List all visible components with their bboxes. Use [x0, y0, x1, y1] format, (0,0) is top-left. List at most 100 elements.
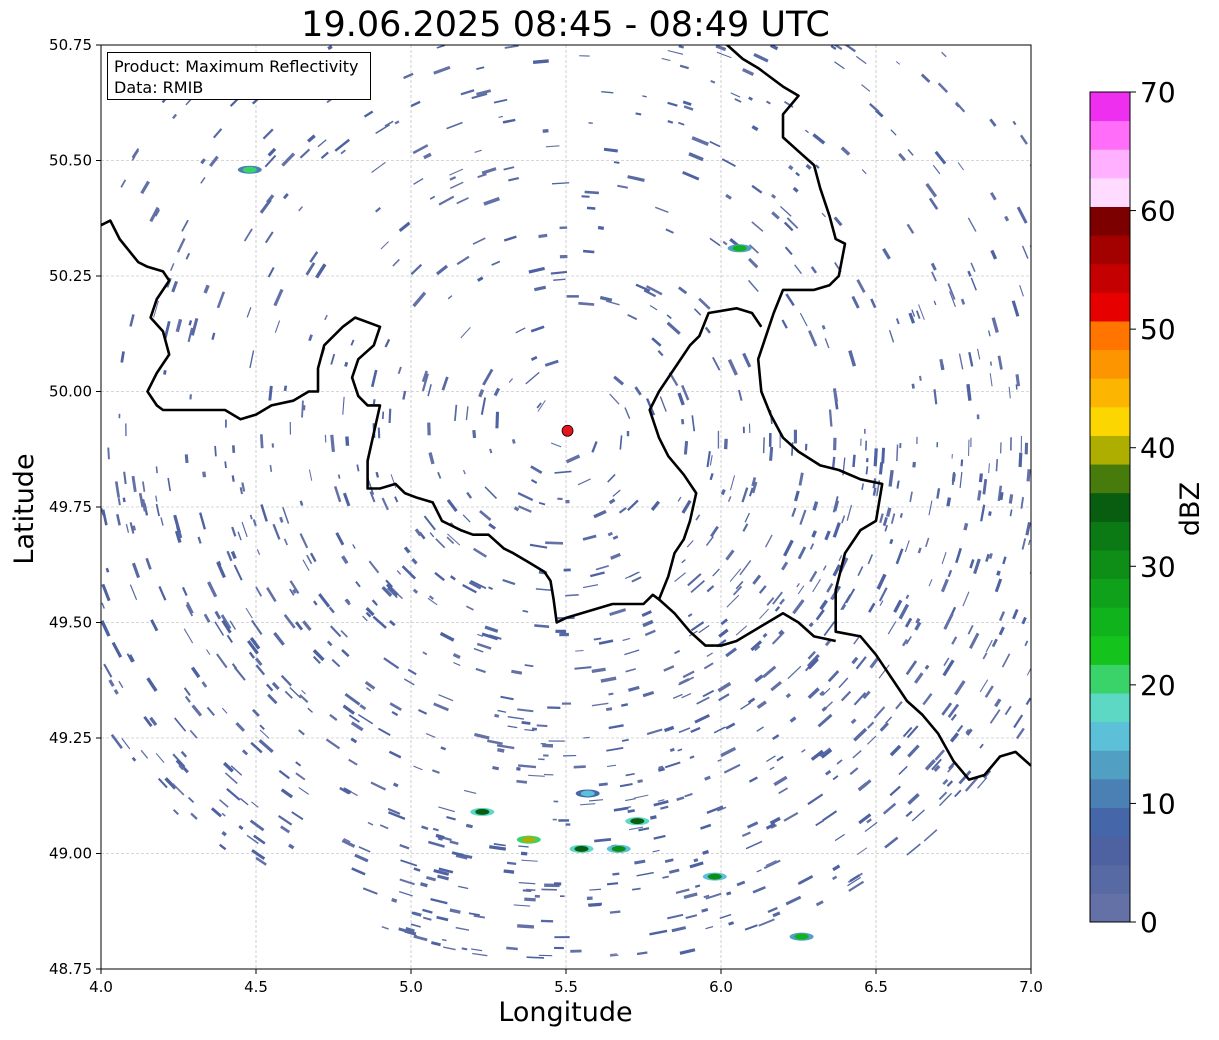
echo-pixel	[381, 411, 385, 420]
echo-pixel	[520, 851, 528, 856]
echo-pixel	[476, 642, 492, 650]
echo-pixel	[515, 327, 526, 334]
echo-pixel	[359, 704, 367, 711]
echo-pixel	[735, 625, 748, 636]
echo-pixel	[925, 537, 930, 548]
echo-pixel	[414, 528, 422, 537]
x-tick-label: 6.0	[709, 978, 733, 996]
echo-pixel	[214, 445, 217, 457]
echo-pixel	[619, 435, 623, 450]
echo-pixel	[350, 339, 355, 346]
echo-pixel	[364, 680, 376, 690]
x-axis-label: Longitude	[498, 997, 633, 1028]
echo-pixel	[756, 726, 764, 732]
country-borders	[101, 45, 1031, 781]
echo-pixel	[206, 706, 215, 717]
echo-pixel	[1050, 312, 1054, 317]
echo-pixel	[181, 586, 188, 596]
echo-pixel	[480, 397, 487, 415]
echo-pixel	[203, 613, 211, 623]
echo-pixel	[372, 399, 376, 405]
echo-pixel	[554, 946, 564, 950]
echo-pixel	[915, 310, 921, 320]
echo-pixel	[577, 478, 591, 486]
echo-pixel	[291, 811, 304, 821]
echo-pixel	[190, 318, 199, 336]
echo-pixel	[932, 164, 941, 175]
echo-pixel	[950, 713, 957, 721]
echo-pixel	[389, 619, 396, 627]
echo-pixel	[427, 422, 431, 436]
echo-pixel	[690, 726, 701, 733]
echo-pixel	[233, 666, 246, 681]
echo-pixel	[979, 679, 989, 693]
echo-pixel	[841, 515, 846, 524]
echo-pixel	[756, 869, 762, 873]
echo-pixel	[372, 615, 387, 629]
echo-pixel	[820, 748, 833, 759]
echo-pixel	[873, 706, 886, 719]
echo-pixel	[934, 749, 946, 761]
echo-pixel	[375, 471, 380, 478]
echo-pixel	[500, 695, 514, 701]
echo-pixel	[535, 588, 554, 592]
echo-pixel	[466, 491, 473, 499]
echo-pixel	[815, 164, 820, 169]
y-tick-label: 49.75	[49, 498, 92, 516]
echo-pixel	[744, 924, 758, 931]
echo-pixel	[226, 550, 233, 562]
echo-pixel	[747, 697, 756, 704]
echo-pixel	[905, 810, 913, 818]
echo-pixel	[727, 358, 738, 376]
echo-pixel	[226, 634, 234, 643]
echo-pixel	[791, 507, 797, 518]
echo-pixel	[412, 911, 422, 917]
echo-pixel	[211, 332, 216, 340]
echo-pixel	[481, 632, 499, 641]
echo-pixel	[172, 113, 178, 120]
echo-pixel	[262, 128, 274, 140]
echo-pixel	[715, 45, 727, 52]
echo-pixel	[866, 818, 872, 824]
echo-pixel	[221, 812, 226, 817]
echo-pixel	[517, 764, 537, 769]
echo-pixel	[941, 51, 947, 58]
echo-pixel	[399, 843, 410, 850]
echo-pixel	[751, 184, 763, 194]
echo-pixel	[817, 713, 833, 728]
y-tick-label: 49.00	[49, 845, 92, 863]
echo-pixel	[449, 908, 461, 914]
echo-pixel	[668, 868, 680, 874]
echo-pixel	[878, 587, 888, 602]
echo-pixel	[676, 796, 685, 802]
echo-pixel	[762, 632, 768, 638]
echo-pixel	[766, 100, 771, 105]
echo-pixel	[201, 681, 208, 688]
echo-pixel	[895, 318, 900, 325]
echo-pixel	[365, 687, 372, 692]
echo-pixel	[565, 499, 570, 504]
echo-pixel	[682, 170, 700, 181]
echo-pixel	[114, 481, 121, 498]
echo-pixel	[772, 734, 780, 741]
reflectivity-cell	[242, 166, 257, 173]
echo-pixel	[482, 368, 494, 386]
echo-pixel	[688, 152, 704, 162]
echo-pixel	[51, 469, 54, 478]
colorbar: 0 10 20 30 40 50 60 70	[1089, 76, 1176, 939]
echo-pixel	[1084, 446, 1087, 462]
echo-pixel	[348, 758, 358, 766]
echo-pixel	[1044, 455, 1046, 464]
echo-pixel	[384, 6, 392, 11]
echo-pixel	[1072, 535, 1076, 550]
echo-pixel	[634, 386, 642, 396]
echo-pixel	[865, 440, 867, 451]
echo-pixel	[301, 689, 306, 695]
echo-pixel	[918, 304, 925, 321]
echo-pixel	[1033, 147, 1041, 158]
echo-pixel	[415, 0, 431, 7]
echo-pixel	[734, 98, 742, 103]
echo-pixel	[386, 587, 398, 599]
echo-pixel	[951, 636, 958, 645]
echo-pixel	[989, 118, 997, 127]
